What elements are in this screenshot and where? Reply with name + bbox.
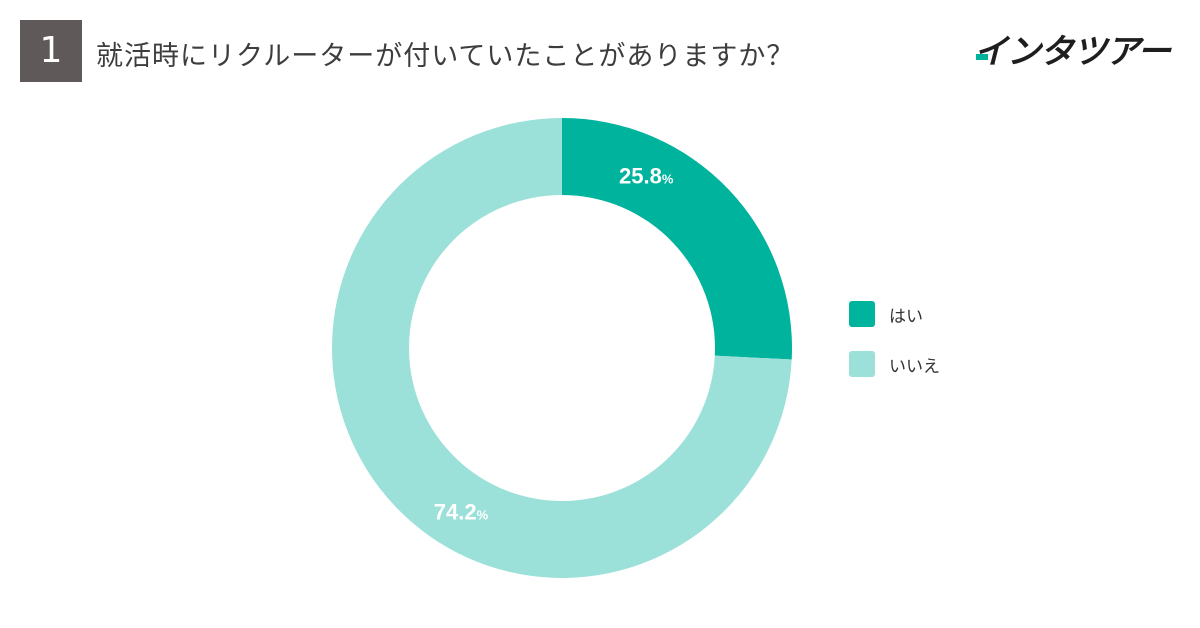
question-title: 就活時にリクルーターが付いていたことがありますか？ xyxy=(96,41,795,72)
slice-label-no: 74.2% xyxy=(434,499,489,524)
brand-logo-text: インタツアー xyxy=(974,32,1171,72)
donut-slice-yes xyxy=(562,118,792,360)
question-number-badge: 1 xyxy=(20,20,82,82)
legend-item-no: いいえ xyxy=(849,350,940,378)
legend-swatch-yes xyxy=(849,301,875,327)
slice-label-yes: 25.8% xyxy=(619,163,674,188)
legend-label-yes: はい xyxy=(889,306,923,327)
legend-swatch-no xyxy=(849,351,875,377)
brand-logo: インタツアー xyxy=(974,24,1171,73)
legend-item-yes: はい xyxy=(849,300,940,328)
legend-label-no: いいえ xyxy=(889,356,940,377)
legend: はい いいえ xyxy=(849,300,940,400)
donut-slice-no xyxy=(331,118,792,578)
brand-logo-accent xyxy=(976,54,989,60)
